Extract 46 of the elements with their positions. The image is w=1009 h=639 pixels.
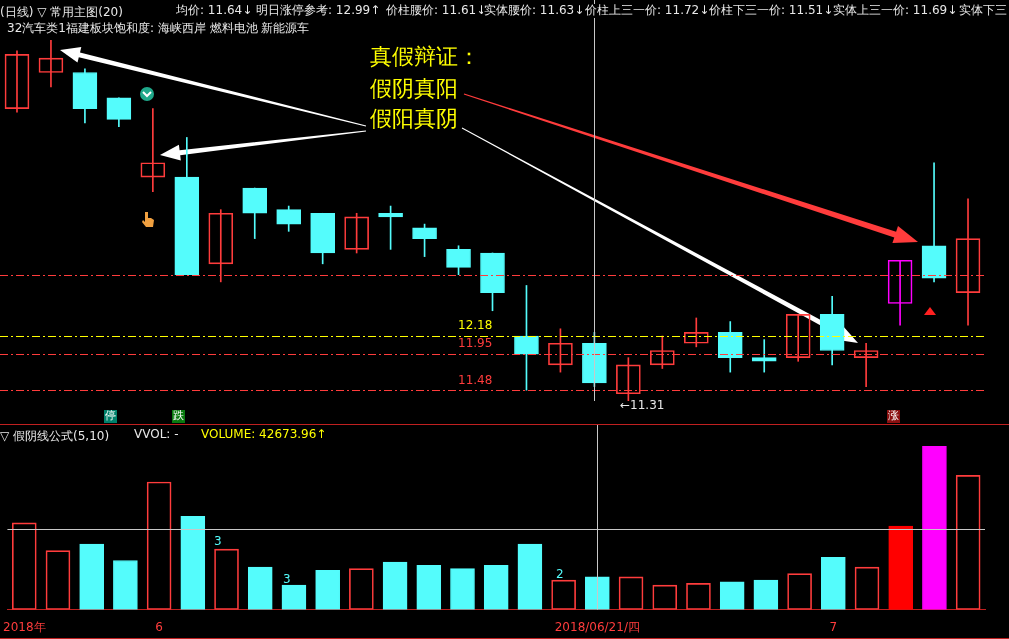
bar: [382, 561, 408, 610]
bar: [79, 543, 105, 610]
x-tick-label: 2018年: [3, 619, 46, 634]
bar: [450, 568, 475, 610]
text: 停: [104, 409, 117, 423]
candlestick: [751, 339, 777, 373]
bar: [113, 560, 138, 610]
bar: [888, 525, 914, 610]
text: 价柱下三一价: 11.51↓: [708, 3, 835, 18]
bar: [180, 516, 206, 610]
bar: [820, 556, 846, 610]
text: 明日涨停参考: 12.99↑: [255, 3, 382, 18]
bar: [483, 565, 509, 610]
bar: [922, 446, 947, 610]
bar: [281, 584, 307, 610]
annotation: 假阴真阳: [370, 76, 458, 102]
text: 跌: [172, 409, 185, 423]
chart-title: ▽ 假阴线公式(5,10): [0, 428, 110, 445]
annotation: 假阳真阴: [370, 106, 458, 132]
annotation: ←11.31: [620, 398, 665, 413]
text: 32汽车类1福建板块饱和度: 海峡西岸 燃料电池 新能源车: [6, 21, 311, 36]
bar: [247, 566, 273, 610]
annotation: 真假辩证：: [370, 44, 480, 70]
text: 实体下三: [958, 3, 1008, 18]
annotation: 12.18: [458, 318, 493, 333]
annotation: 3: [214, 534, 222, 549]
text: VOLUME: 42673.96↑: [200, 427, 328, 442]
bar: [719, 581, 745, 610]
text: 价柱上三一价: 11.72↓: [584, 3, 711, 18]
x-tick-label: 6: [155, 619, 163, 634]
x-tick-label: 7: [829, 619, 838, 634]
bar: [585, 576, 610, 610]
bar: [416, 565, 442, 610]
annotation: 3: [283, 572, 291, 587]
annotation: 11.95: [458, 336, 493, 351]
text: 涨: [887, 409, 900, 423]
bar: [517, 543, 543, 610]
bar: [753, 579, 779, 610]
text: VVOL: -: [133, 427, 180, 442]
x-tick-label: 2018/06/21/四: [554, 619, 640, 634]
text: 实体上三一价: 11.69↓: [832, 3, 959, 18]
bar: [315, 570, 340, 610]
text: 均价: 11.64↓: [175, 3, 254, 18]
chart-title: (日线) ▽ 常用主图(20): [0, 4, 123, 21]
annotation: 2: [556, 567, 564, 582]
annotation: 11.48: [458, 373, 493, 388]
